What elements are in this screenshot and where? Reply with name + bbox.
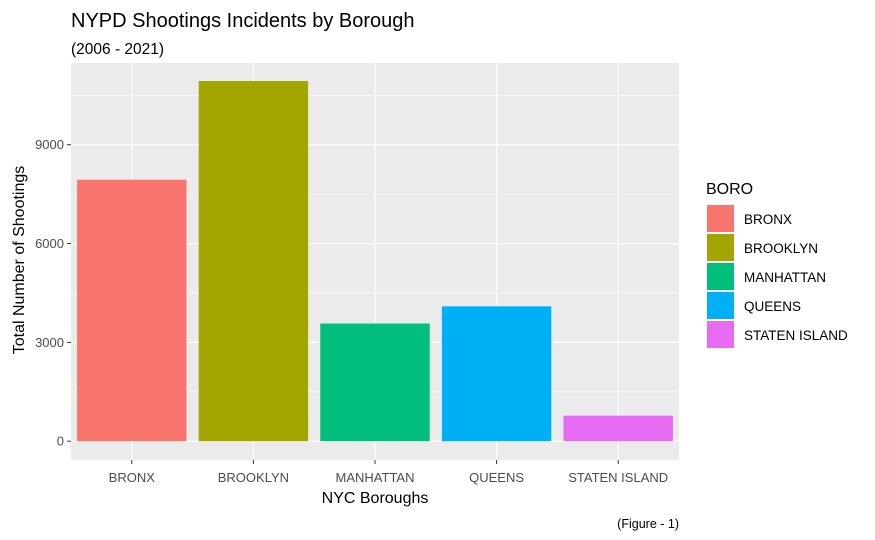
- y-tick-label: 6000: [35, 236, 64, 251]
- legend-label: MANHATTAN: [744, 270, 826, 285]
- x-axis-title: NYC Boroughs: [322, 490, 429, 507]
- bar-bronx: [77, 179, 187, 442]
- x-tick-label: STATEN ISLAND: [568, 470, 668, 485]
- legend-label: BRONX: [744, 212, 792, 227]
- bar-queens: [441, 306, 552, 442]
- x-axis: BRONX BROOKLYN MANHATTAN QUEENS STATEN ISLAN…: [109, 460, 668, 485]
- legend-key: [707, 292, 734, 319]
- legend-key: [707, 234, 734, 261]
- bar-staten-island: [563, 415, 673, 442]
- legend-key: [707, 321, 734, 348]
- x-tick-label: BRONX: [109, 470, 156, 485]
- y-axis-title: Total Number of Shootings: [11, 166, 28, 355]
- bars: [77, 81, 673, 442]
- legend-label: QUEENS: [744, 299, 801, 314]
- legend-label: STATEN ISLAND: [744, 328, 848, 343]
- legend-key: [707, 263, 734, 290]
- chart-caption: (Figure - 1): [617, 517, 679, 531]
- legend-label: BROOKLYN: [744, 241, 818, 256]
- y-tick-label: 9000: [35, 137, 64, 152]
- bar-brooklyn: [198, 81, 309, 442]
- y-tick-label: 0: [57, 434, 64, 449]
- x-tick-label: BROOKLYN: [218, 470, 289, 485]
- y-tick-label: 3000: [35, 335, 64, 350]
- legend: BORO BRONX BROOKLYN MANHATTAN QUEENS STATEN …: [706, 181, 848, 348]
- x-tick-label: MANHATTAN: [336, 470, 415, 485]
- x-tick-label: QUEENS: [469, 470, 524, 485]
- legend-title: BORO: [706, 181, 753, 198]
- chart-subtitle: (2006 - 2021): [71, 41, 164, 58]
- legend-key: [707, 205, 734, 232]
- chart-title: NYPD Shootings Incidents by Borough: [71, 10, 415, 32]
- bar-manhattan: [320, 323, 430, 442]
- y-axis: 0 3000 6000 9000: [35, 137, 71, 449]
